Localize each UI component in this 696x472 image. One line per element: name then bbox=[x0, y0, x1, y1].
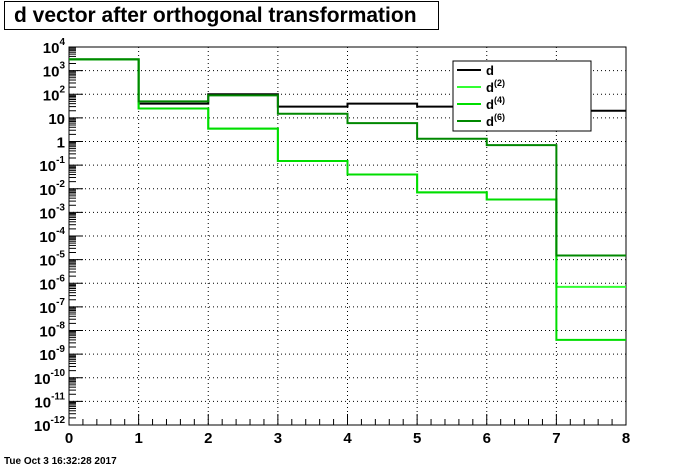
x-tick-label: 4 bbox=[343, 430, 352, 447]
y-tick-label: 10-3 bbox=[39, 202, 65, 222]
series-line-d6 bbox=[69, 58, 626, 257]
x-tick-label: 8 bbox=[622, 430, 630, 447]
legend-entry: d(2) bbox=[486, 78, 505, 95]
y-tick-label: 10-7 bbox=[39, 297, 65, 317]
x-tick-label: 0 bbox=[65, 430, 73, 447]
y-tick-label: 10-1 bbox=[39, 155, 65, 175]
y-tick-label: 10-4 bbox=[39, 226, 65, 246]
legend-entry: d(4) bbox=[486, 95, 505, 112]
y-tick-label: 10-11 bbox=[34, 391, 65, 411]
x-tick-label: 6 bbox=[483, 430, 491, 447]
y-tick-label: 10 bbox=[48, 111, 65, 128]
grid-lines bbox=[69, 47, 626, 425]
chart-title: d vector after orthogonal transformation bbox=[14, 4, 417, 27]
x-tick-label: 1 bbox=[134, 430, 142, 447]
y-tick-label: 103 bbox=[43, 61, 66, 81]
series-line-d4 bbox=[69, 58, 626, 341]
y-tick-label: 1 bbox=[57, 135, 65, 152]
y-tick-label: 10-5 bbox=[39, 250, 65, 270]
legend-entry: d(6) bbox=[486, 112, 505, 129]
y-tick-label: 10-2 bbox=[39, 179, 65, 199]
axes: 0 1 2 3 4 5 6 7 810-1210-1110-1010-910-810-710-6… bbox=[34, 37, 630, 447]
timestamp-footer: Tue Oct 3 16:32:28 2017 bbox=[4, 456, 117, 467]
x-tick-label: 2 bbox=[204, 430, 212, 447]
y-tick-label: 10-8 bbox=[39, 321, 65, 341]
y-tick-label: 10-9 bbox=[39, 344, 65, 364]
y-tick-label: 10-10 bbox=[34, 368, 66, 388]
legend-box bbox=[452, 60, 592, 132]
x-tick-label: 3 bbox=[274, 430, 282, 447]
y-tick-label: 102 bbox=[43, 84, 66, 104]
legend: dd(2)d(4)d(6) bbox=[452, 60, 592, 132]
x-tick-label: 7 bbox=[552, 430, 560, 447]
y-tick-label: 10-12 bbox=[34, 415, 66, 435]
y-tick-label: 104 bbox=[43, 37, 66, 57]
chart-title-box: d vector after orthogonal transformation bbox=[4, 1, 439, 30]
legend-entry: d bbox=[486, 63, 494, 78]
x-tick-label: 5 bbox=[413, 430, 421, 447]
y-tick-label: 10-6 bbox=[39, 273, 65, 293]
